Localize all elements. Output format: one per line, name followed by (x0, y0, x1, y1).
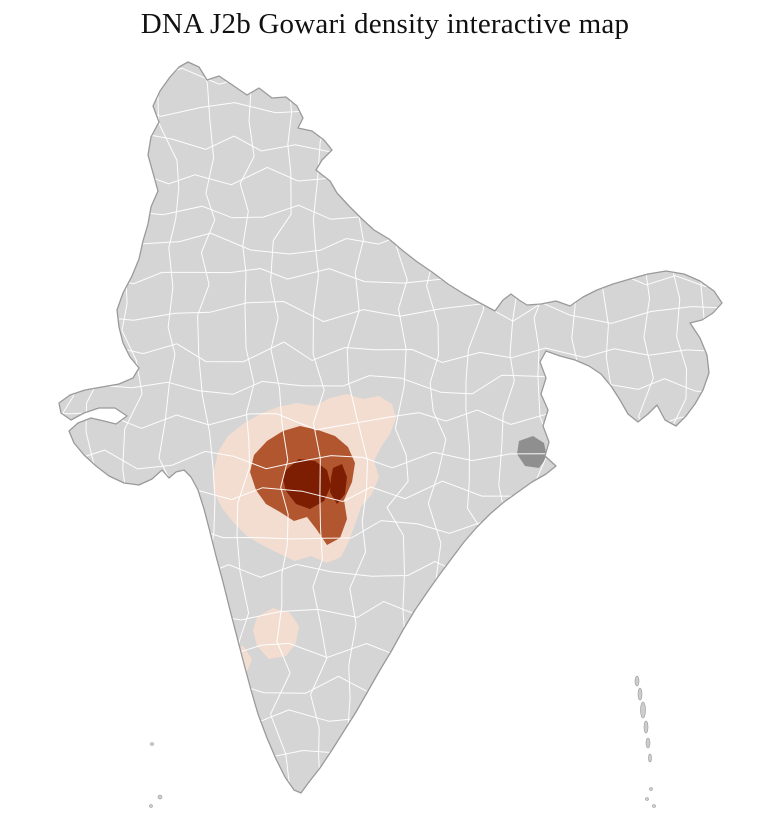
density-region-high[interactable] (283, 459, 347, 509)
no-data-district[interactable] (517, 436, 547, 468)
page-title: DNA J2b Gowari density interactive map (140, 8, 630, 40)
andaman-nicobar-islands[interactable] (634, 675, 656, 808)
lakshadweep-islands[interactable] (149, 742, 163, 808)
